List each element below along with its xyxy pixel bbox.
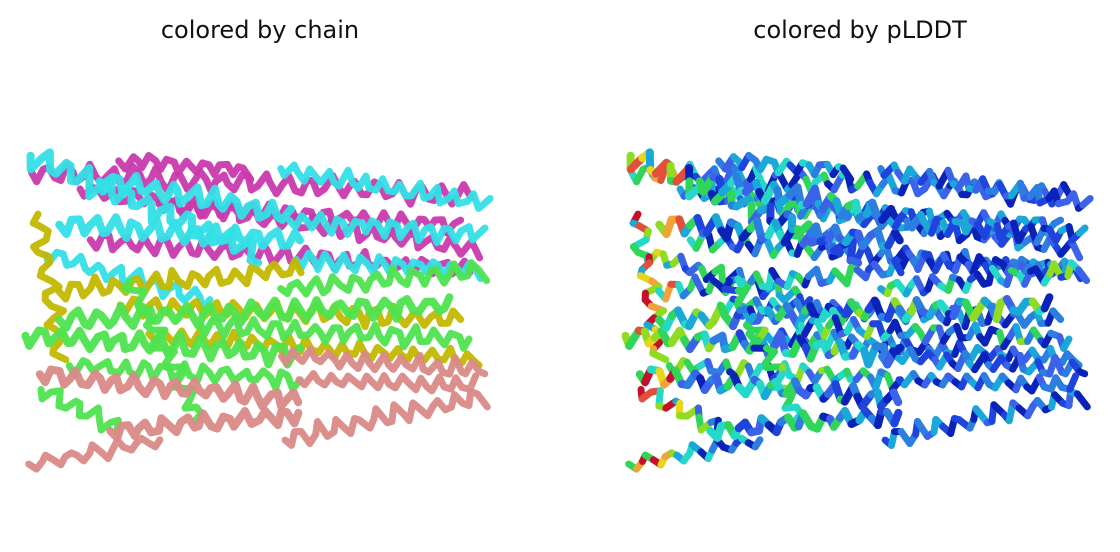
plddt-trace-segment (890, 408, 903, 428)
chain-trace-segment (55, 257, 305, 303)
plddt-trace-segment (1075, 224, 1089, 237)
chain-trace-segment (35, 365, 303, 411)
chain-trace-segment (295, 370, 480, 395)
chain-trace-segment (106, 406, 303, 442)
plddt-trace-segment (1060, 335, 1073, 352)
chain-trace-segment (37, 386, 122, 438)
plddt-trace-segment (1075, 266, 1091, 285)
structure-chain-colored (21, 148, 494, 473)
panel-title-plddt: colored by pLDDT (753, 16, 967, 44)
plddt-trace-segment (889, 388, 903, 407)
chain-trace-segment (277, 259, 491, 298)
plddt-trace-segment (839, 164, 855, 183)
chain-trace-segment (55, 293, 454, 332)
chain-trace-segment (286, 210, 489, 247)
plddt-trace-segment (1073, 390, 1091, 411)
chain-trace-segment (121, 277, 205, 425)
chain-trace-segment (25, 434, 164, 473)
chain-trace-segment (86, 231, 474, 278)
plddt-trace-segment (891, 257, 905, 277)
plddt-trace-segment (1049, 307, 1065, 323)
plddt-trace-segment (1069, 241, 1084, 262)
chain-trace-segment (115, 152, 255, 183)
chain-trace-segment (95, 172, 296, 224)
chain-trace-segment (65, 357, 304, 393)
plddt-trace-segment (891, 228, 904, 245)
plddt-trace-segment (649, 349, 670, 364)
structure-plddt-colored (621, 148, 1094, 473)
plddt-trace-segment (1076, 368, 1089, 378)
panel-chain: colored by chain (0, 0, 520, 552)
chain-trace-segment (281, 388, 491, 449)
chain-trace-segment (278, 345, 489, 378)
chain-trace-segment (277, 161, 494, 212)
plddt-trace-segment (1050, 216, 1065, 228)
panel-plddt: colored by pLDDT (600, 0, 1120, 552)
plddt-trace-segment (751, 436, 764, 451)
plddt-trace-segment (1066, 372, 1080, 393)
chain-trace-segment (197, 314, 473, 352)
plddt-trace-segment (846, 256, 863, 267)
plddt-trace-segment (1040, 293, 1054, 313)
panel-title-chain: colored by chain (160, 16, 360, 44)
plddt-trace-segment (1079, 195, 1094, 209)
chain-trace-segment (55, 213, 304, 251)
plddt-trace-segment (878, 204, 896, 224)
